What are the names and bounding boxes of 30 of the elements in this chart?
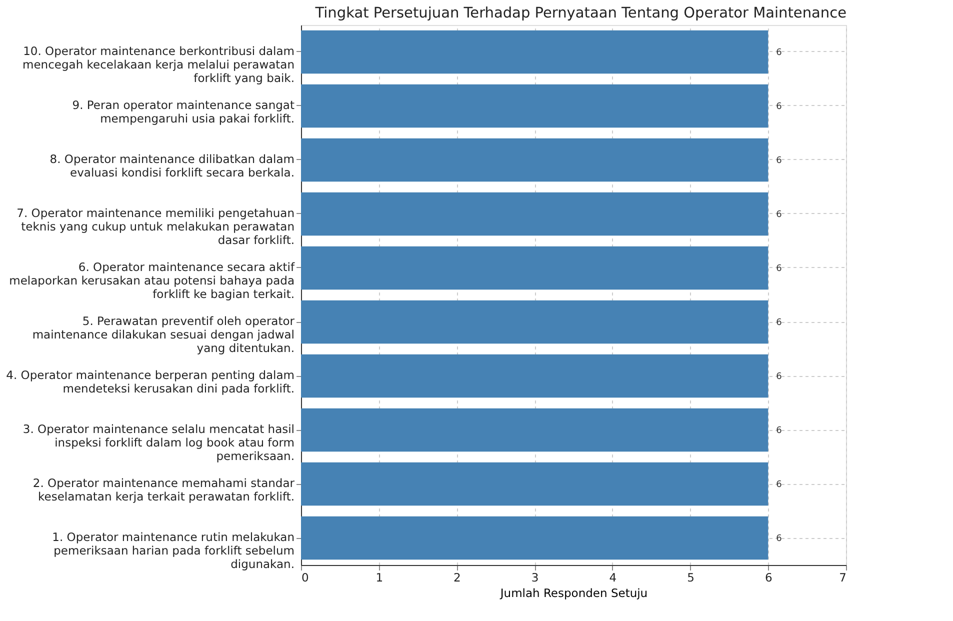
- x-tick-label: 2: [454, 570, 461, 584]
- x-tick-label: 6: [764, 570, 772, 584]
- data-label: 6: [776, 534, 782, 544]
- y-tick-label: 1. Operator maintenance rutin melakukan pemeriksaan harian pada forklift sebelum digunakan.: [52, 530, 294, 571]
- x-tick-label: 1: [376, 570, 384, 584]
- x-tick-label: 3: [531, 570, 539, 584]
- y-tick-label: 2. Operator maintenance memahami standar keselamatan kerja terkait perawatan forklift.: [32, 476, 295, 504]
- data-label: 6: [776, 264, 782, 274]
- data-label: 6: [776, 426, 782, 436]
- data-label: 6: [776, 210, 782, 220]
- chart-title: Tingkat Persetujuan Terhadap Pernyataan Tentang Operator Maintenance: [314, 6, 847, 22]
- data-label: 6: [776, 102, 782, 112]
- data-label: 6: [776, 372, 782, 382]
- data-label: 6: [776, 48, 782, 58]
- x-tick-label: 4: [609, 570, 617, 584]
- y-tick-label: 3. Operator maintenance selalu mencatat hasil inspeksi forklift dalam log book atau form pemeriksaan.: [22, 422, 294, 463]
- y-tick-label: 5. Perawatan preventif oleh operator maintenance dilakukan sesuai dengan jadwal yang ditentukan.: [32, 314, 295, 355]
- x-tick-label: 0: [302, 570, 309, 584]
- y-tick-label: 8. Operator maintenance dilibatkan dalam evaluasi kondisi forklift secara berkala.: [50, 152, 294, 180]
- data-label: 6: [776, 318, 782, 328]
- data-label: 6: [776, 480, 782, 490]
- x-axis-title: Jumlah Responden Setuju: [499, 586, 648, 600]
- data-label: 6: [776, 156, 782, 166]
- x-tick-label: 5: [687, 570, 694, 584]
- y-tick-label: 10. Operator maintenance berkontribusi dalam mencegah kecelakaan kerja melalui perawatan forklift yang baik.: [22, 44, 294, 85]
- y-tick-label: 6. Operator maintenance secara aktif melaporkan kerusakan atau potensi bahaya pada forklift ke bagian terkait.: [9, 260, 296, 301]
- y-tick-label: 7. Operator maintenance memiliki pengetahuan teknis yang cukup untuk melakukan perawatan dasar forklift.: [16, 206, 294, 247]
- x-tick-label: 7: [839, 570, 846, 584]
- y-tick-label: 9. Peran operator maintenance sangat mempengaruhi usia pakai forklift.: [72, 98, 295, 126]
- y-tick-label: 4. Operator maintenance berperan penting dalam mendeteksi kerusakan dini pada forklift.: [6, 368, 294, 396]
